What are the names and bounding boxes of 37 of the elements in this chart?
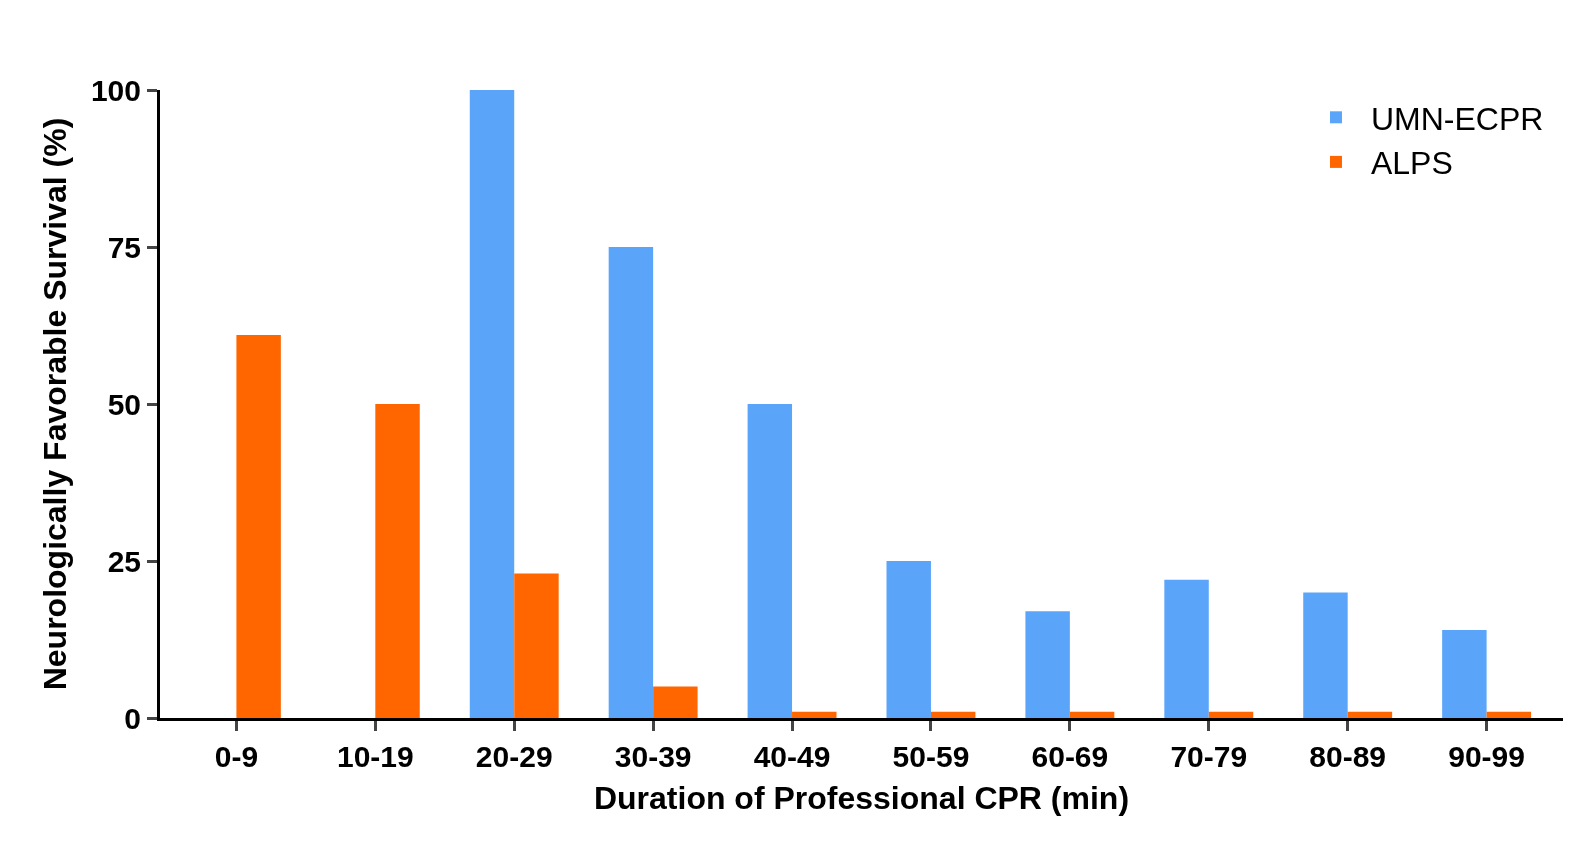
bar — [375, 404, 420, 718]
x-tick-label: 50-59 — [892, 740, 970, 773]
x-tick-label: 90-99 — [1448, 740, 1525, 773]
bar — [608, 247, 654, 718]
y-tick-label: 25 — [107, 544, 141, 578]
y-axis-title: Neurologically Favorable Survival (%) — [37, 117, 74, 691]
bar — [236, 334, 281, 718]
y-tick-label: 50 — [107, 387, 141, 421]
bar — [1208, 711, 1254, 718]
x-tick-label: 40-49 — [753, 740, 831, 773]
bar — [930, 711, 976, 718]
bar — [886, 561, 931, 718]
y-tick-label: 100 — [90, 73, 141, 107]
legend-label: ALPS — [1370, 145, 1453, 182]
y-tick-label: 0 — [124, 701, 141, 735]
x-tick-label: 0-9 — [214, 740, 259, 773]
x-tick-label: 30-39 — [614, 740, 692, 773]
x-tick-label: 70-79 — [1170, 740, 1248, 773]
y-tick-label: 75 — [107, 230, 141, 264]
bar — [1442, 630, 1487, 718]
x-axis-title: Duration of Professional CPR (min) — [593, 779, 1130, 816]
x-tick-label: 80-89 — [1309, 740, 1387, 773]
bar — [1025, 611, 1070, 718]
x-tick-label: 60-69 — [1031, 740, 1109, 773]
bar — [1069, 711, 1115, 718]
bar — [1303, 592, 1348, 718]
bar — [747, 404, 793, 718]
legend-label: UMN-ECPR — [1370, 100, 1544, 137]
bar — [653, 686, 698, 718]
bar — [1164, 579, 1209, 718]
bar — [469, 90, 515, 718]
x-tick-label: 10-19 — [336, 740, 414, 773]
bar — [1347, 711, 1393, 718]
bar — [514, 573, 559, 718]
bar — [1486, 711, 1532, 718]
bar — [792, 711, 837, 718]
x-tick-label: 20-29 — [475, 740, 553, 773]
